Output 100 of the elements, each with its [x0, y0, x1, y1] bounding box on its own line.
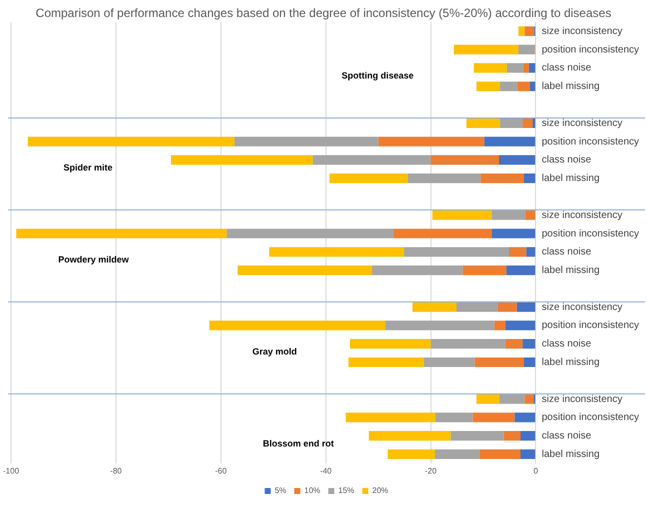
bar: [508, 247, 526, 257]
x-tick-label: -20: [425, 466, 438, 476]
bar: [532, 118, 536, 128]
bar: [28, 136, 235, 146]
bar: [209, 320, 386, 330]
y-tick-label: label missing: [542, 265, 600, 276]
bar: [346, 412, 436, 422]
bar: [16, 228, 227, 238]
bar: [456, 302, 498, 312]
bar: [408, 174, 481, 184]
bar: [492, 228, 536, 238]
legend-label: 10%: [304, 486, 320, 496]
bar: [436, 412, 473, 422]
y-tick-label: class noise: [542, 154, 592, 166]
legend-label: 20%: [372, 486, 388, 496]
bar: [385, 320, 494, 330]
bar: [480, 449, 521, 460]
bar: [525, 210, 536, 220]
bar: [514, 412, 536, 422]
y-tick-label: position inconsistency: [542, 44, 640, 56]
bar: [518, 44, 535, 54]
bar: [472, 412, 515, 422]
x-tick-label: -60: [215, 466, 228, 476]
y-tick-label: position inconsistency: [542, 136, 640, 148]
bar: [424, 357, 475, 368]
bar: [520, 431, 536, 441]
bar: [474, 357, 524, 368]
bar: [430, 339, 506, 349]
bar: [523, 63, 529, 73]
bar: [474, 63, 507, 73]
y-tick-label: size inconsistency: [542, 210, 622, 221]
y-tick-label: label missing: [542, 81, 600, 92]
bar: [368, 431, 451, 441]
bar: [520, 449, 536, 460]
bar: [404, 247, 509, 257]
y-tick-label: size inconsistency: [542, 302, 622, 313]
bar: [454, 44, 518, 54]
y-tick-label: position inconsistency: [542, 320, 640, 332]
bar: [524, 394, 534, 404]
bar: [522, 339, 536, 349]
bar: [432, 210, 492, 220]
bar: [516, 302, 536, 312]
x-tick-label: -80: [110, 466, 122, 476]
bar: [234, 136, 378, 146]
bar: [494, 320, 506, 330]
bar: [412, 302, 456, 312]
bar: [226, 228, 394, 238]
bar: [238, 265, 372, 276]
bar: [350, 339, 431, 349]
bar: [492, 210, 526, 220]
bar: [434, 449, 480, 460]
bar: [524, 26, 534, 36]
bar: [498, 155, 536, 165]
bar: [330, 174, 408, 184]
bar: [476, 82, 500, 92]
y-tick-label: class noise: [542, 338, 592, 350]
bar: [518, 26, 525, 36]
bar: [517, 82, 530, 92]
bar: [378, 136, 484, 146]
bar: [450, 431, 504, 441]
bar: [348, 357, 424, 368]
annotation: Blossom end rot: [262, 438, 334, 448]
y-tick-label: class noise: [542, 62, 592, 74]
bar: [524, 357, 536, 368]
annotation: Spider mite: [63, 162, 112, 172]
bar: [505, 339, 523, 349]
y-tick-label: label missing: [542, 448, 600, 460]
y-tick-label: class noise: [542, 246, 592, 258]
y-tick-label: label missing: [542, 356, 600, 368]
legend-label: 15%: [338, 486, 354, 496]
y-tick-label: size inconsistency: [542, 394, 622, 405]
y-tick-label: size inconsistency: [542, 118, 622, 129]
bar: [524, 174, 536, 184]
bar: [500, 118, 523, 128]
x-tick-label: -100: [3, 466, 20, 476]
y-tick-label: class noise: [542, 430, 592, 442]
bar: [506, 63, 524, 73]
bar: [500, 82, 518, 92]
bar: [528, 63, 536, 73]
y-tick-label: position inconsistency: [542, 228, 640, 240]
annotation: Powdery mildew: [58, 254, 130, 264]
bar: [269, 247, 404, 257]
bar: [312, 155, 431, 165]
bar: [500, 394, 525, 404]
bar: [506, 265, 536, 276]
bar: [522, 118, 533, 128]
y-tick-label: position inconsistency: [542, 412, 640, 424]
bar: [505, 320, 536, 330]
bar: [372, 265, 463, 276]
bar: [462, 265, 506, 276]
bar: [388, 449, 435, 460]
y-tick-label: label missing: [542, 173, 600, 184]
x-tick-label: 0: [534, 466, 538, 476]
legend-label: 5%: [274, 486, 286, 496]
y-tick-label: size inconsistency: [542, 26, 622, 37]
bar: [484, 136, 536, 146]
chart-title: Comparison of performance changes based on the degree of inconsistency (5%-20%) according to diseases: [34, 6, 612, 20]
x-tick-label: -40: [320, 466, 332, 476]
bar: [466, 118, 500, 128]
annotation: Gray mold: [252, 346, 297, 356]
